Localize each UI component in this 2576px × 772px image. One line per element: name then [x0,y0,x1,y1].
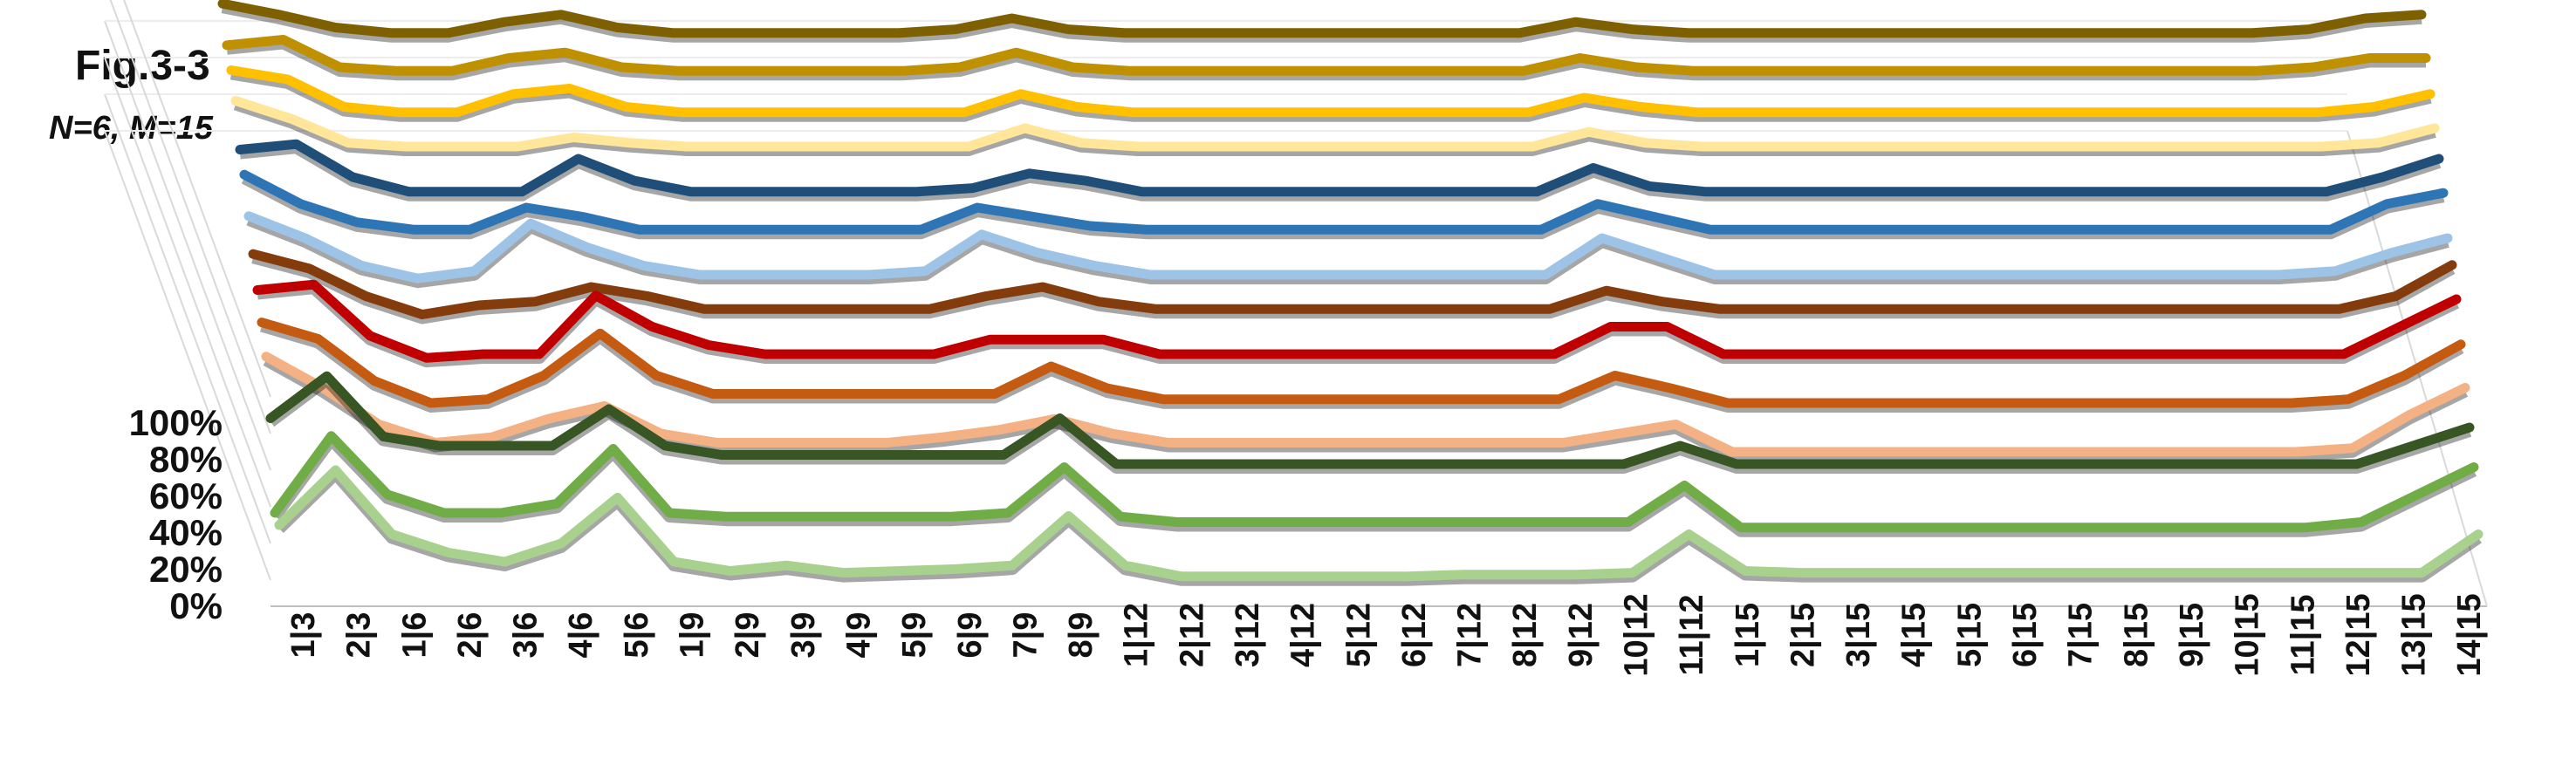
x-tick-label: 6|12 [1396,603,1433,667]
y-tick-label: 80% [149,439,223,480]
x-tick-label: 2|6 [452,612,489,659]
y-axis: 0%20%40%60%80%100% [129,402,223,626]
grid-line-side [109,0,271,434]
x-tick-label: 8|15 [2118,603,2155,667]
y-tick-label: 60% [149,475,223,516]
series-line [235,139,2444,197]
x-tick-label: 7|12 [1452,603,1489,667]
y-tick-label: 20% [149,549,223,590]
x-tick-label: 11|12 [1674,594,1710,675]
x-tick-label: 14|15 [2451,593,2488,676]
x-tick-label: 4|9 [841,612,878,659]
x-tick-label: 3|9 [785,612,822,659]
series-line [248,249,2457,319]
y-tick-label: 100% [129,402,223,443]
x-tick-label: 5|9 [896,612,933,659]
x-tick-label: 9|12 [1563,603,1600,667]
series-line [252,279,2462,363]
x-tick-label: 5|15 [1951,603,1988,667]
series-line [270,431,2479,533]
series-line [257,318,2466,408]
x-tick-label: 2|3 [341,612,378,659]
grid-line-side [104,93,271,544]
x-tick-label: 3|6 [508,612,545,659]
x-tick-label: 12|15 [2340,593,2377,676]
series-line [274,465,2484,582]
grid-line-side [104,20,271,471]
x-tick-label: 13|15 [2396,593,2433,676]
x-tick-label: 1|6 [396,612,433,659]
x-tick-label: 1|3 [285,612,322,659]
grid-line-side [123,0,271,398]
x-tick-label: 8|9 [1063,612,1100,659]
x-tick-label: 7|9 [1007,612,1044,659]
x-tick-label: 3|12 [1230,603,1266,667]
series-line [239,169,2449,235]
x-tick-label: 5|6 [619,612,655,659]
grid-line-side [104,130,271,581]
series-line [226,65,2436,118]
x-tick-label: 11|15 [2285,594,2321,675]
y-tick-label: 40% [149,512,223,553]
x-tick-label: 8|12 [1507,603,1544,667]
series-line [230,96,2440,152]
x-tick-label: 10|15 [2230,593,2266,676]
x-tick-label: 6|9 [952,612,989,659]
x-tick-label: 4|15 [1896,603,1933,667]
x-axis: 1|3 2|3 1|6 2|6 3|6 4|6 5|6 1|9 2|9 3|9 4|9 5|9 6|9 7… [285,593,2488,676]
series-line [265,371,2475,469]
x-tick-label: 5|12 [1340,603,1377,667]
x-tick-label: 4|12 [1285,603,1322,667]
series-line [217,0,2427,38]
x-tick-label: 3|15 [1840,603,1877,667]
x-tick-label: 10|12 [1619,593,1655,676]
series-group [217,0,2484,586]
x-tick-label: 2|9 [730,612,766,659]
x-tick-label: 7|15 [2063,603,2100,667]
x-tick-label: 9|15 [2174,603,2210,667]
x-tick-label: 6|15 [2007,603,2044,667]
x-tick-label: 4|6 [563,612,599,659]
series-line [222,35,2431,76]
x-tick-label: 2|12 [1174,603,1210,667]
x-tick-label: 1|12 [1119,603,1155,667]
series-line [243,211,2453,284]
grid-line-side [104,57,271,508]
y-tick-label: 0% [169,585,223,626]
x-tick-label: 1|9 [675,612,711,659]
x-tick-label: 1|15 [1730,603,1766,667]
x-tick-label: 2|15 [1785,603,1821,667]
